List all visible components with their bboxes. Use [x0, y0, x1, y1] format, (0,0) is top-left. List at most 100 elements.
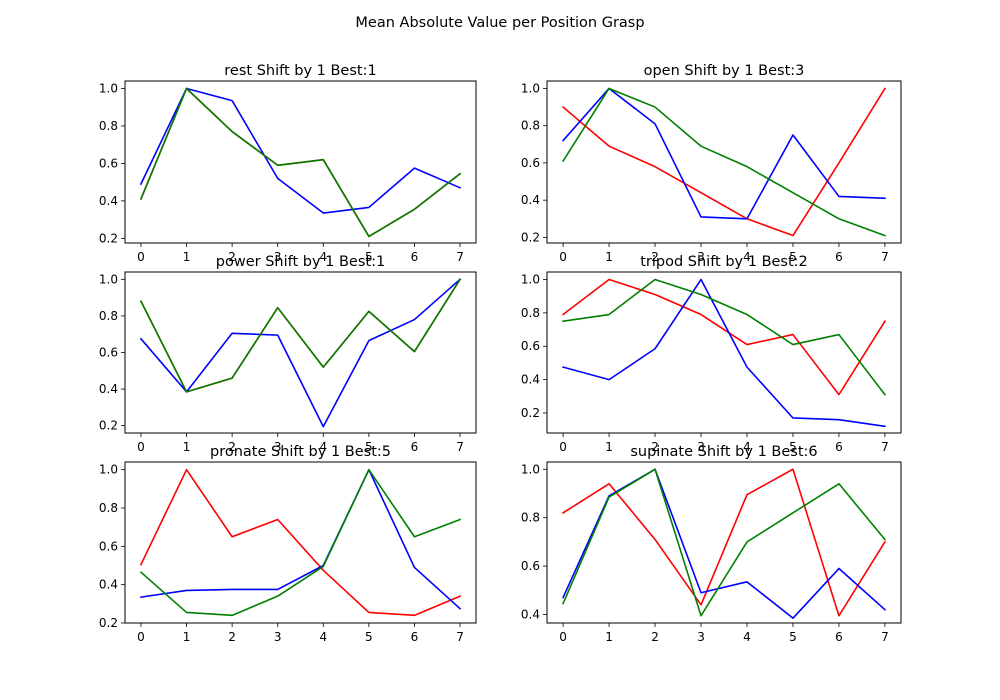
x-tick-label: 6	[835, 440, 843, 454]
x-tick-label: 5	[365, 630, 373, 644]
x-tick-label: 2	[651, 250, 659, 264]
y-tick-label: 0.4	[521, 193, 540, 207]
x-tick-label: 7	[881, 440, 889, 454]
y-tick-label: 0.6	[99, 156, 118, 170]
x-tick-label: 4	[319, 440, 327, 454]
y-tick-label: 0.8	[521, 511, 540, 525]
y-tick-label: 1.0	[99, 272, 118, 286]
x-tick-label: 7	[456, 630, 464, 644]
x-tick-label: 3	[697, 630, 705, 644]
x-tick-label: 1	[183, 630, 191, 644]
x-tick-label: 3	[274, 630, 282, 644]
series-line-3	[562, 278, 887, 396]
series-line-2	[139, 278, 462, 428]
subplot-2: 0 1 2 3 4 5 6 7 0.2 0.4 0.6 0.8 1.0 open Shift by 1 B…	[521, 63, 902, 264]
x-tick-label: 1	[183, 250, 191, 264]
x-tick-label: 6	[411, 630, 419, 644]
y-tick-label: 0.2	[99, 616, 118, 630]
subplot-4: 0 1 2 3 4 5 6 7 0.2 0.4 0.6 0.8 1.0 tripod Shift by 1…	[521, 254, 902, 454]
axes-frame	[124, 80, 477, 244]
x-tick-label: 3	[697, 440, 705, 454]
subplot-1: 0 1 2 3 4 5 6 7 0.2 0.4 0.6 0.8 1.0 rest Shift by 1 B…	[99, 63, 477, 264]
subplot-grid: 0 1 2 3 4 5 6 7 0.2 0.4 0.6 0.8 1.0 rest Shift by 1 B…	[99, 63, 902, 644]
series-line-2	[562, 278, 886, 428]
x-tick-label: 3	[274, 440, 282, 454]
y-tick-label: 0.6	[521, 156, 540, 170]
y-tick-label: 0.6	[99, 346, 118, 360]
x-tick-label: 3	[697, 250, 705, 264]
x-tick-label: 7	[456, 440, 464, 454]
x-tick-label: 5	[789, 440, 797, 454]
subplot-5: 0 1 2 3 4 5 6 7 0.2 0.4 0.6 0.8 1.0 pronate Shift by …	[99, 444, 477, 644]
y-tick-label: 0.2	[521, 230, 540, 244]
series-line-3	[561, 87, 886, 237]
y-tick-label: 0.8	[99, 501, 118, 515]
subplot-title: open Shift by 1 Best:3	[644, 63, 805, 79]
x-tick-label: 5	[365, 250, 373, 264]
x-tick-label: 0	[559, 250, 567, 264]
x-tick-label: 4	[319, 630, 327, 644]
y-tick-label: 0.4	[521, 373, 540, 387]
y-tick-label: 0.2	[99, 419, 118, 433]
subplot-title: supinate Shift by 1 Best:6	[630, 444, 817, 460]
series-line-1	[561, 278, 887, 396]
x-tick-label: 6	[835, 250, 843, 264]
x-tick-label: 0	[559, 630, 567, 644]
x-tick-label: 3	[274, 250, 282, 264]
subplot-title: rest Shift by 1 Best:1	[224, 63, 376, 79]
x-tick-label: 4	[743, 630, 751, 644]
axes-frame	[546, 80, 902, 244]
y-tick-label: 0.2	[521, 406, 540, 420]
y-tick-label: 1.0	[521, 273, 540, 287]
x-tick-label: 2	[228, 440, 236, 454]
y-tick-label: 0.8	[521, 306, 540, 320]
y-tick-label: 0.2	[99, 231, 118, 245]
x-tick-label: 6	[411, 440, 419, 454]
x-tick-label: 4	[743, 250, 751, 264]
x-tick-label: 5	[789, 250, 797, 264]
y-tick-label: 0.4	[99, 382, 118, 396]
y-tick-label: 0.8	[521, 119, 540, 133]
axes-frame	[124, 461, 477, 624]
y-tick-label: 0.8	[99, 119, 118, 133]
subplot-title: power Shift by 1 Best:1	[216, 254, 385, 270]
y-tick-label: 0.6	[99, 539, 118, 553]
x-tick-label: 1	[605, 440, 613, 454]
y-tick-label: 0.6	[521, 559, 540, 573]
series-line-2	[140, 468, 462, 610]
x-tick-label: 2	[228, 250, 236, 264]
y-tick-label: 1.0	[521, 81, 540, 95]
x-tick-label: 1	[605, 250, 613, 264]
x-tick-label: 0	[137, 630, 145, 644]
y-tick-label: 0.4	[99, 578, 118, 592]
subplot-3: 0 1 2 3 4 5 6 7 0.2 0.4 0.6 0.8 1.0 power Shift by 1 …	[99, 254, 477, 454]
subplot-title: tripod Shift by 1 Best:2	[640, 254, 808, 270]
x-tick-label: 0	[137, 250, 145, 264]
subplot-6: 0 1 2 3 4 5 6 7 0.4 0.6 0.8 1.0 supinate Shift by 1 …	[521, 444, 902, 644]
series-line-3	[139, 87, 462, 238]
x-tick-label: 2	[651, 630, 659, 644]
x-tick-label: 5	[789, 630, 797, 644]
x-tick-label: 2	[651, 440, 659, 454]
subplot-title: pronate Shift by 1 Best:5	[210, 444, 391, 460]
x-tick-label: 0	[559, 440, 567, 454]
series-line-1	[139, 468, 462, 617]
x-tick-label: 7	[881, 250, 889, 264]
x-tick-label: 4	[743, 440, 751, 454]
x-tick-label: 7	[456, 250, 464, 264]
y-tick-label: 1.0	[99, 81, 118, 95]
series-line-2	[139, 87, 462, 214]
y-tick-label: 1.0	[521, 462, 540, 476]
series-line-2	[561, 87, 886, 220]
x-tick-label: 6	[835, 630, 843, 644]
axes-frame	[546, 271, 902, 434]
x-tick-label: 4	[319, 250, 327, 264]
axes-frame	[546, 461, 902, 624]
series-line-3	[139, 278, 462, 393]
series-line-2	[562, 468, 887, 619]
y-tick-label: 0.8	[99, 309, 118, 323]
x-tick-label: 1	[183, 440, 191, 454]
y-tick-label: 0.6	[521, 339, 540, 353]
